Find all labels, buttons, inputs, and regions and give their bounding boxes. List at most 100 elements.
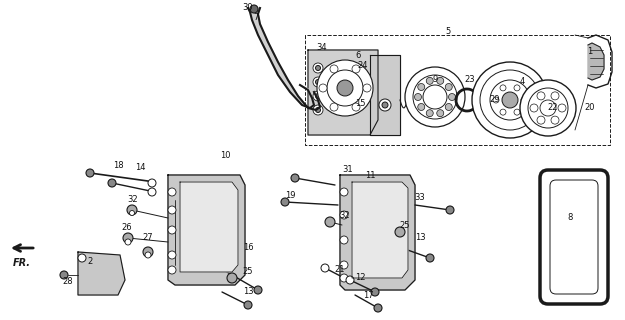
Circle shape [316,79,321,84]
Circle shape [78,254,86,262]
Circle shape [502,92,518,108]
Circle shape [537,92,545,100]
Circle shape [168,251,176,259]
Circle shape [551,116,559,124]
Circle shape [127,205,137,215]
Circle shape [418,84,425,91]
Circle shape [500,109,506,115]
Circle shape [472,62,548,138]
Circle shape [317,60,373,116]
Circle shape [319,84,327,92]
Circle shape [500,85,506,91]
Circle shape [346,276,354,284]
Circle shape [340,211,348,219]
Circle shape [490,80,530,120]
Text: 19: 19 [285,190,295,199]
Circle shape [254,286,262,294]
Circle shape [445,84,452,91]
Circle shape [60,271,68,279]
Text: 5: 5 [446,28,451,36]
Circle shape [108,179,116,187]
Circle shape [321,264,329,272]
Circle shape [313,77,323,87]
Polygon shape [168,175,245,285]
Circle shape [528,88,568,128]
Circle shape [551,92,559,100]
Circle shape [168,226,176,234]
Circle shape [148,188,156,196]
Circle shape [316,66,321,70]
Text: 1: 1 [588,47,592,57]
Circle shape [426,110,433,117]
Circle shape [340,261,348,269]
Circle shape [313,63,323,73]
Circle shape [382,102,388,108]
Circle shape [437,110,444,117]
FancyBboxPatch shape [550,180,598,294]
Circle shape [405,67,465,127]
Circle shape [521,97,527,103]
Text: 2: 2 [88,258,92,267]
Circle shape [514,109,520,115]
Text: 8: 8 [568,213,572,222]
Text: 10: 10 [220,150,230,159]
Text: 16: 16 [242,244,253,252]
Circle shape [426,254,434,262]
Polygon shape [180,182,238,272]
Text: 18: 18 [112,161,123,170]
Text: 7: 7 [253,13,259,22]
Text: 13: 13 [415,234,425,243]
Text: 13: 13 [242,287,253,297]
Text: 6: 6 [355,51,361,60]
Text: 26: 26 [122,223,132,233]
Circle shape [352,65,360,73]
Circle shape [129,211,134,215]
Text: 24: 24 [357,60,368,69]
Polygon shape [352,182,408,278]
Circle shape [413,75,457,119]
Text: 32: 32 [340,211,350,220]
Polygon shape [78,252,125,295]
Circle shape [330,103,338,111]
Circle shape [445,103,452,110]
Polygon shape [588,43,604,80]
Circle shape [423,85,447,109]
Circle shape [327,70,363,106]
Polygon shape [370,55,400,135]
FancyBboxPatch shape [540,170,608,304]
Text: FR.: FR. [13,258,31,268]
Circle shape [449,93,456,100]
Circle shape [340,188,348,196]
Circle shape [514,85,520,91]
Polygon shape [340,175,415,290]
Circle shape [446,206,454,214]
Text: 31: 31 [342,165,353,174]
Circle shape [125,239,131,245]
Circle shape [540,100,556,116]
Circle shape [168,266,176,274]
Circle shape [437,77,444,84]
Circle shape [244,301,252,309]
Circle shape [145,252,151,258]
Circle shape [374,304,382,312]
Circle shape [313,105,323,115]
Circle shape [168,188,176,196]
Circle shape [316,93,321,99]
Circle shape [148,179,156,187]
Circle shape [379,99,391,111]
Circle shape [330,65,338,73]
Circle shape [340,274,348,282]
Text: 17: 17 [362,291,373,300]
Text: 25: 25 [242,268,253,276]
Circle shape [340,236,348,244]
Circle shape [520,80,576,136]
Circle shape [414,93,421,100]
Circle shape [313,91,323,101]
Circle shape [123,233,133,243]
Polygon shape [308,50,378,135]
Text: 29: 29 [490,95,500,105]
Circle shape [316,108,321,113]
Text: 27: 27 [142,234,153,243]
Text: 12: 12 [355,274,365,283]
Circle shape [352,103,360,111]
